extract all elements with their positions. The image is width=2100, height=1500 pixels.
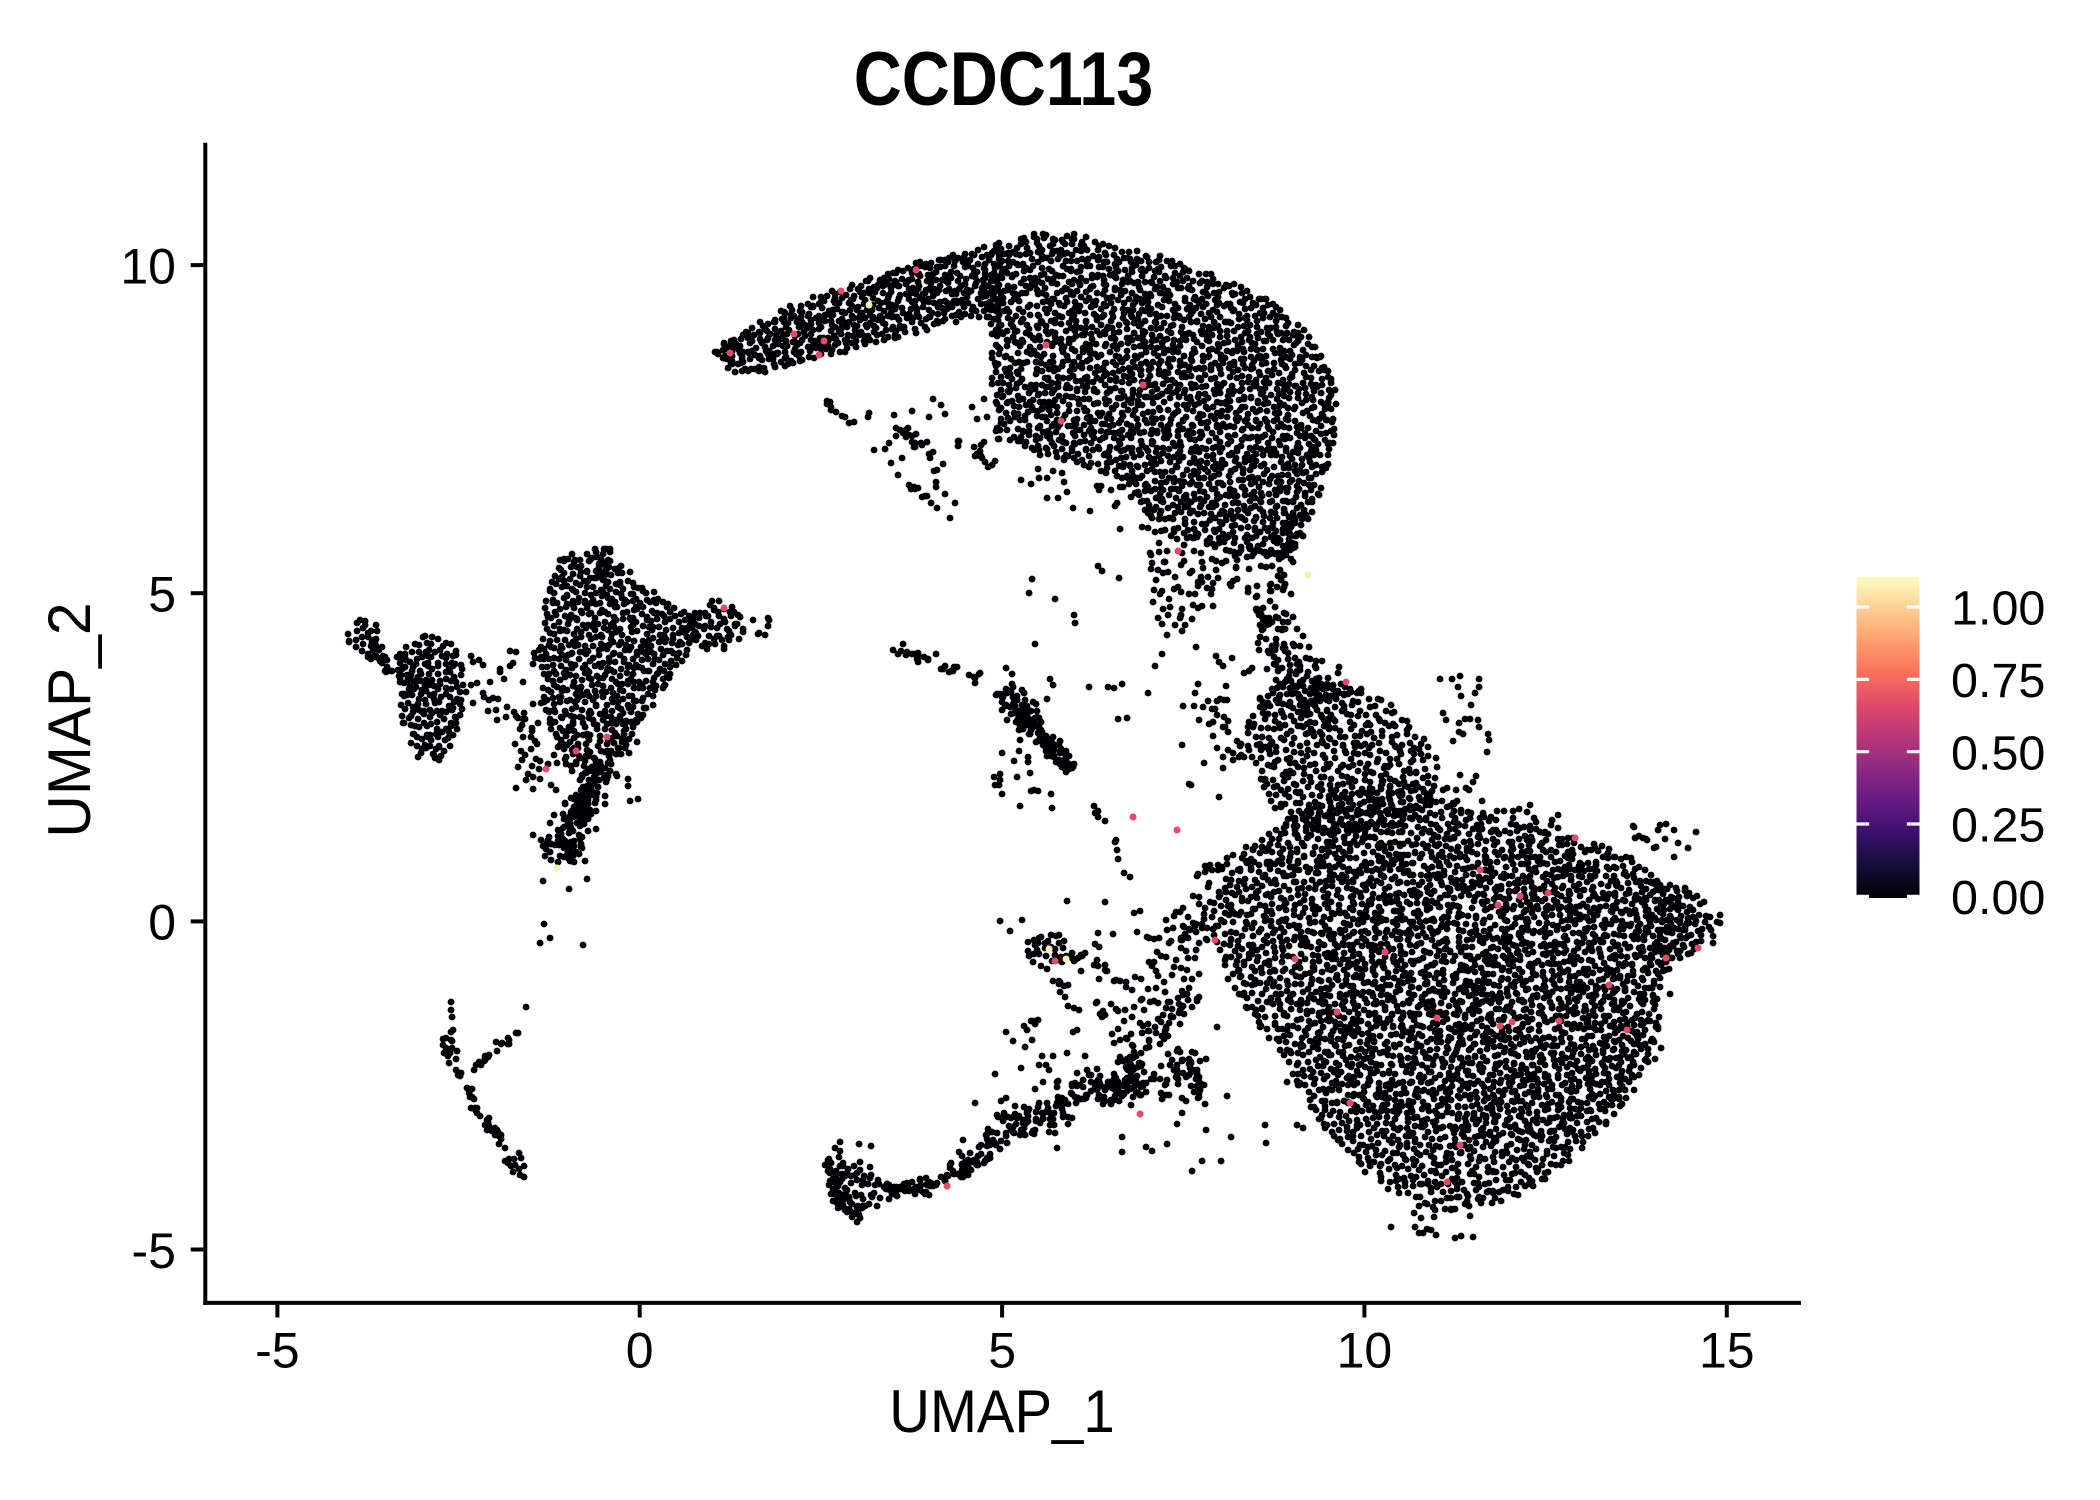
svg-text:0: 0 [626, 1323, 654, 1379]
svg-text:10: 10 [1337, 1323, 1393, 1379]
svg-text:15: 15 [1699, 1323, 1755, 1379]
svg-text:5: 5 [148, 567, 176, 623]
svg-text:0: 0 [148, 895, 176, 951]
svg-text:0.75: 0.75 [1951, 654, 2045, 708]
svg-text:1.00: 1.00 [1951, 582, 2045, 636]
svg-text:-5: -5 [255, 1323, 299, 1379]
svg-text:0.00: 0.00 [1951, 871, 2045, 925]
svg-text:UMAP_2: UMAP_2 [35, 602, 103, 837]
svg-text:10: 10 [120, 238, 176, 294]
svg-text:CCDC113: CCDC113 [854, 37, 1154, 122]
svg-text:0.50: 0.50 [1951, 726, 2045, 780]
svg-text:UMAP_1: UMAP_1 [889, 1378, 1114, 1445]
svg-text:0.25: 0.25 [1951, 799, 2045, 853]
svg-text:5: 5 [988, 1323, 1016, 1379]
svg-text:-5: -5 [132, 1223, 176, 1279]
